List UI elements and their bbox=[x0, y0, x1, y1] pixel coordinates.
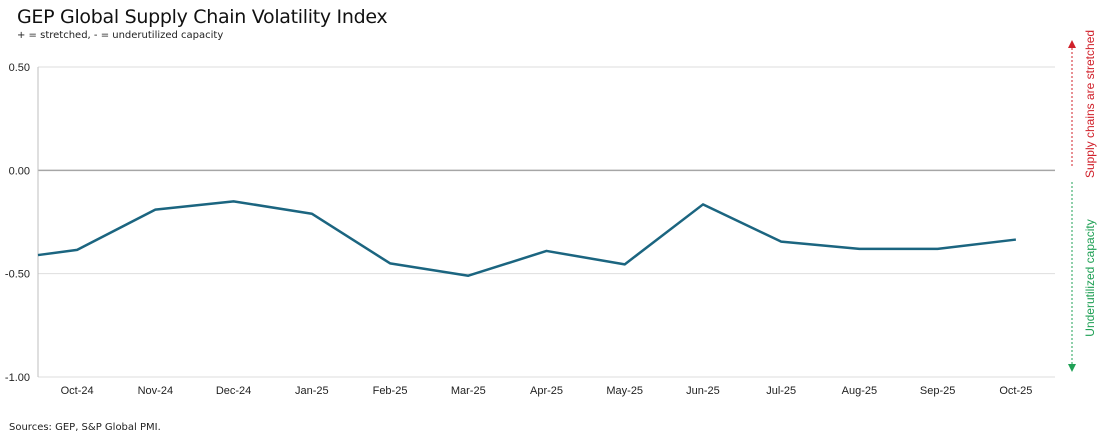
stretched-label: Supply chains are stretched bbox=[1083, 30, 1097, 178]
x-tick-label: Apr-25 bbox=[530, 385, 563, 397]
x-tick-label: Mar-25 bbox=[451, 385, 486, 397]
arrow-down-icon bbox=[1068, 364, 1076, 372]
arrow-up-icon bbox=[1068, 40, 1076, 48]
y-tick-label: -1.00 bbox=[5, 372, 30, 384]
x-tick-label: Oct-24 bbox=[61, 385, 94, 397]
x-tick-label: Jun-25 bbox=[686, 385, 720, 397]
x-tick-label: Sep-25 bbox=[920, 385, 955, 397]
y-tick-label: -0.50 bbox=[5, 269, 30, 281]
underutilized-label: Underutilized capacity bbox=[1083, 219, 1097, 336]
x-tick-label: Jan-25 bbox=[295, 385, 329, 397]
x-tick-label: Aug-25 bbox=[842, 385, 877, 397]
y-tick-label: 0.00 bbox=[9, 165, 30, 177]
x-tick-label: Nov-24 bbox=[138, 385, 173, 397]
y-tick-label: 0.50 bbox=[9, 62, 30, 74]
chart-subtitle: + = stretched, - = underutilized capacit… bbox=[17, 30, 224, 41]
x-tick-label: May-25 bbox=[606, 385, 643, 397]
x-tick-label: Oct-25 bbox=[999, 385, 1032, 397]
series-line bbox=[37, 200, 1017, 277]
source-note: Sources: GEP, S&P Global PMI. bbox=[9, 422, 161, 433]
x-tick-label: Jul-25 bbox=[766, 385, 796, 397]
x-tick-label: Dec-24 bbox=[216, 385, 251, 397]
chart-title: GEP Global Supply Chain Volatility Index bbox=[17, 6, 388, 28]
x-tick-label: Feb-25 bbox=[373, 385, 408, 397]
